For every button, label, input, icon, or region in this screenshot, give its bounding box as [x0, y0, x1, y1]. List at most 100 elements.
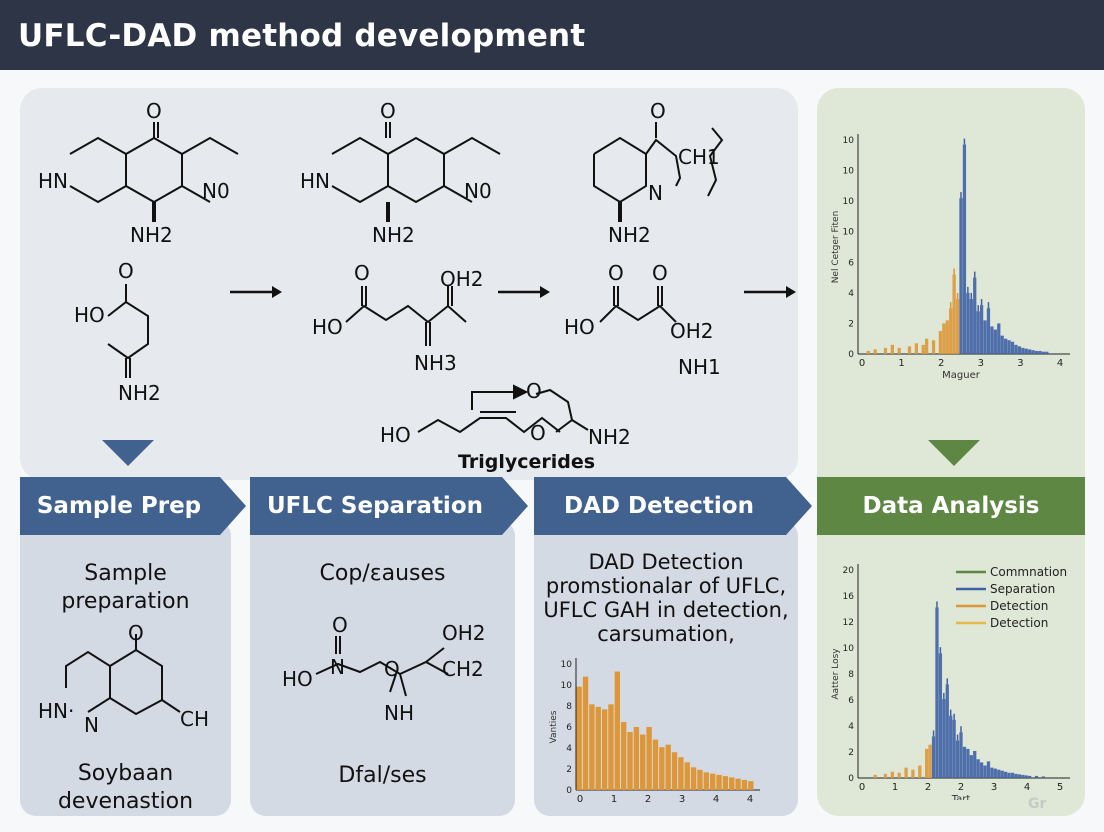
chart-bar: [942, 698, 946, 778]
molecule-label: CH2: [442, 657, 484, 681]
y-tick-label: 6: [566, 723, 572, 733]
molecule-label: N0: [464, 179, 492, 203]
molecule-label: OH2: [442, 621, 486, 645]
y-tick-label: 10: [843, 136, 855, 146]
chevron-shape: [250, 477, 528, 535]
molecule-label: O: [530, 421, 546, 445]
y-tick-label: 8: [848, 670, 854, 680]
sample-prep-footer: Soybaan devenastion: [20, 760, 231, 816]
chevron-shape: [534, 477, 812, 535]
chart-bar: [1010, 341, 1015, 354]
chart-bar: [914, 343, 918, 354]
chart-bar: [1038, 350, 1042, 354]
y-tick-label: 6: [848, 696, 854, 706]
chart-bar: [979, 762, 984, 778]
chart-bar: [1028, 775, 1032, 778]
x-tick-label: 0: [859, 358, 865, 369]
chart-bar: [873, 349, 877, 354]
molecule-label: NH2: [608, 223, 651, 246]
chart-bar: [990, 767, 994, 778]
x-tick-label: 0: [577, 794, 583, 805]
chart-bar: [729, 777, 735, 790]
chart-bar: [1007, 772, 1011, 778]
chart-bar: [866, 350, 870, 354]
chart-bar: [703, 772, 709, 790]
y-tick-label: 10: [843, 644, 855, 654]
chart-bar: [697, 769, 703, 790]
molecule-2: O HN N0 NH2: [300, 99, 501, 246]
y-tick-label: 12: [843, 618, 854, 628]
chart-bar: [959, 732, 963, 778]
chart-bar: [945, 684, 949, 778]
chart-bar: [1034, 775, 1039, 778]
chart-bar: [595, 706, 601, 790]
molecule-label: N0: [202, 179, 230, 203]
chart-bar: [969, 298, 973, 354]
x-tick-label: 1: [898, 358, 904, 369]
x-tick-label: 2: [645, 794, 651, 805]
chart-bar: [1028, 349, 1032, 354]
chart-bar: [1014, 344, 1018, 354]
chart-bar: [684, 762, 690, 790]
chart-bar: [890, 771, 894, 778]
molecule-label: NH2: [588, 425, 631, 449]
molecule-label: O: [608, 262, 624, 285]
detection-description: DAD Detection promstionalar of UFLC, UFL…: [534, 550, 798, 646]
triglyceride-molecule: O O HO NH2 Triglycerides: [380, 379, 631, 473]
chart-bar: [1024, 775, 1028, 778]
molecule-label: HO: [564, 315, 595, 339]
y-tick-label: 16: [843, 592, 855, 602]
down-triangle-icon: [102, 440, 154, 466]
x-tick-label: 1: [892, 782, 898, 793]
molecule-label: N: [330, 655, 345, 679]
chart-bar: [722, 776, 729, 790]
chart-bar: [983, 765, 987, 778]
x-tick-label: 5: [1057, 782, 1063, 793]
y-tick-label: 20: [843, 566, 855, 576]
x-tick-label: 4: [713, 794, 719, 805]
step-label: UFLC Separation: [267, 493, 483, 519]
chart-bar: [928, 744, 932, 778]
chart-bar: [1000, 335, 1004, 354]
molecule-label: HO: [380, 423, 411, 447]
molecule-label: CH: [180, 707, 209, 731]
chart-bar: [646, 727, 652, 790]
y-tick-label: 4: [566, 744, 572, 754]
chart-bar: [897, 772, 901, 778]
chart-bar: [1014, 773, 1018, 778]
sample-prep-title: Sample preparation: [20, 560, 231, 616]
chart-bar: [633, 727, 640, 790]
chart-bar: [665, 744, 671, 790]
column-footer-line: Dfal/ses: [338, 763, 427, 788]
legend-entry: Detection: [990, 616, 1048, 630]
molecule-label: NH: [384, 701, 414, 725]
column-title-line: Cop/εauses: [319, 561, 446, 586]
step-label: Data Analysis: [862, 493, 1040, 519]
chart-bar: [945, 320, 949, 354]
title-bar: UFLC-DAD method development: [0, 0, 1104, 70]
column-title-line: carsumation,: [597, 622, 735, 646]
molecule-label: NH2: [118, 381, 161, 405]
triglyceride-caption: Triglycerides: [458, 451, 595, 473]
chart-bar: [973, 750, 977, 778]
molecule-label: O: [380, 99, 396, 123]
page-title: UFLC-DAD method development: [18, 18, 586, 54]
chart-bar: [614, 671, 620, 790]
down-triangle-icon: [928, 440, 980, 466]
chart-bar: [979, 305, 984, 354]
chart-bar: [993, 768, 997, 778]
molecule-label: CH1: [678, 145, 720, 169]
molecule-label: NH1: [678, 355, 721, 379]
chart-bar: [911, 769, 915, 778]
y-tick-label: 10: [843, 228, 855, 238]
chart-bar: [962, 144, 967, 354]
molecule-label: HO: [282, 667, 313, 691]
y-tick-label: 0: [566, 786, 572, 796]
separation-footer: Dfal/ses: [250, 762, 515, 790]
separation-molecule: O N OH2 HO O CH2 NH: [282, 613, 486, 725]
chart-bar: [966, 748, 970, 778]
y-axis-label: Aatter Losy: [831, 648, 841, 700]
chart-bar: [716, 774, 722, 790]
product-molecule: O O HO OH2 NH1: [564, 262, 721, 379]
x-tick-label: 1: [611, 794, 617, 805]
